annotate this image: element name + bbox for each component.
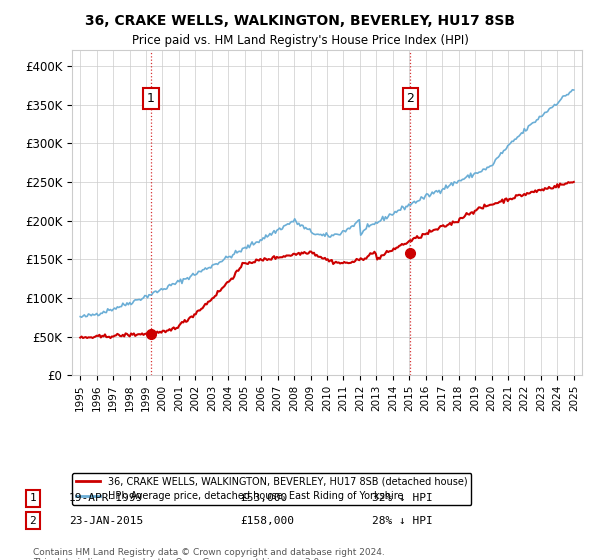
Text: £53,000: £53,000 — [240, 493, 287, 503]
Text: 32% ↓ HPI: 32% ↓ HPI — [372, 493, 433, 503]
Text: 28% ↓ HPI: 28% ↓ HPI — [372, 516, 433, 526]
Legend: 36, CRAKE WELLS, WALKINGTON, BEVERLEY, HU17 8SB (detached house), HPI: Average p: 36, CRAKE WELLS, WALKINGTON, BEVERLEY, H… — [72, 473, 472, 505]
Text: Contains HM Land Registry data © Crown copyright and database right 2024.
This d: Contains HM Land Registry data © Crown c… — [33, 548, 385, 560]
Text: £158,000: £158,000 — [240, 516, 294, 526]
Text: 36, CRAKE WELLS, WALKINGTON, BEVERLEY, HU17 8SB: 36, CRAKE WELLS, WALKINGTON, BEVERLEY, H… — [85, 14, 515, 28]
Text: 19-APR-1999: 19-APR-1999 — [69, 493, 143, 503]
Text: 23-JAN-2015: 23-JAN-2015 — [69, 516, 143, 526]
Text: 1: 1 — [29, 493, 37, 503]
Text: 2: 2 — [406, 92, 415, 105]
Text: 1: 1 — [147, 92, 155, 105]
Text: Price paid vs. HM Land Registry's House Price Index (HPI): Price paid vs. HM Land Registry's House … — [131, 34, 469, 46]
Text: 2: 2 — [29, 516, 37, 526]
